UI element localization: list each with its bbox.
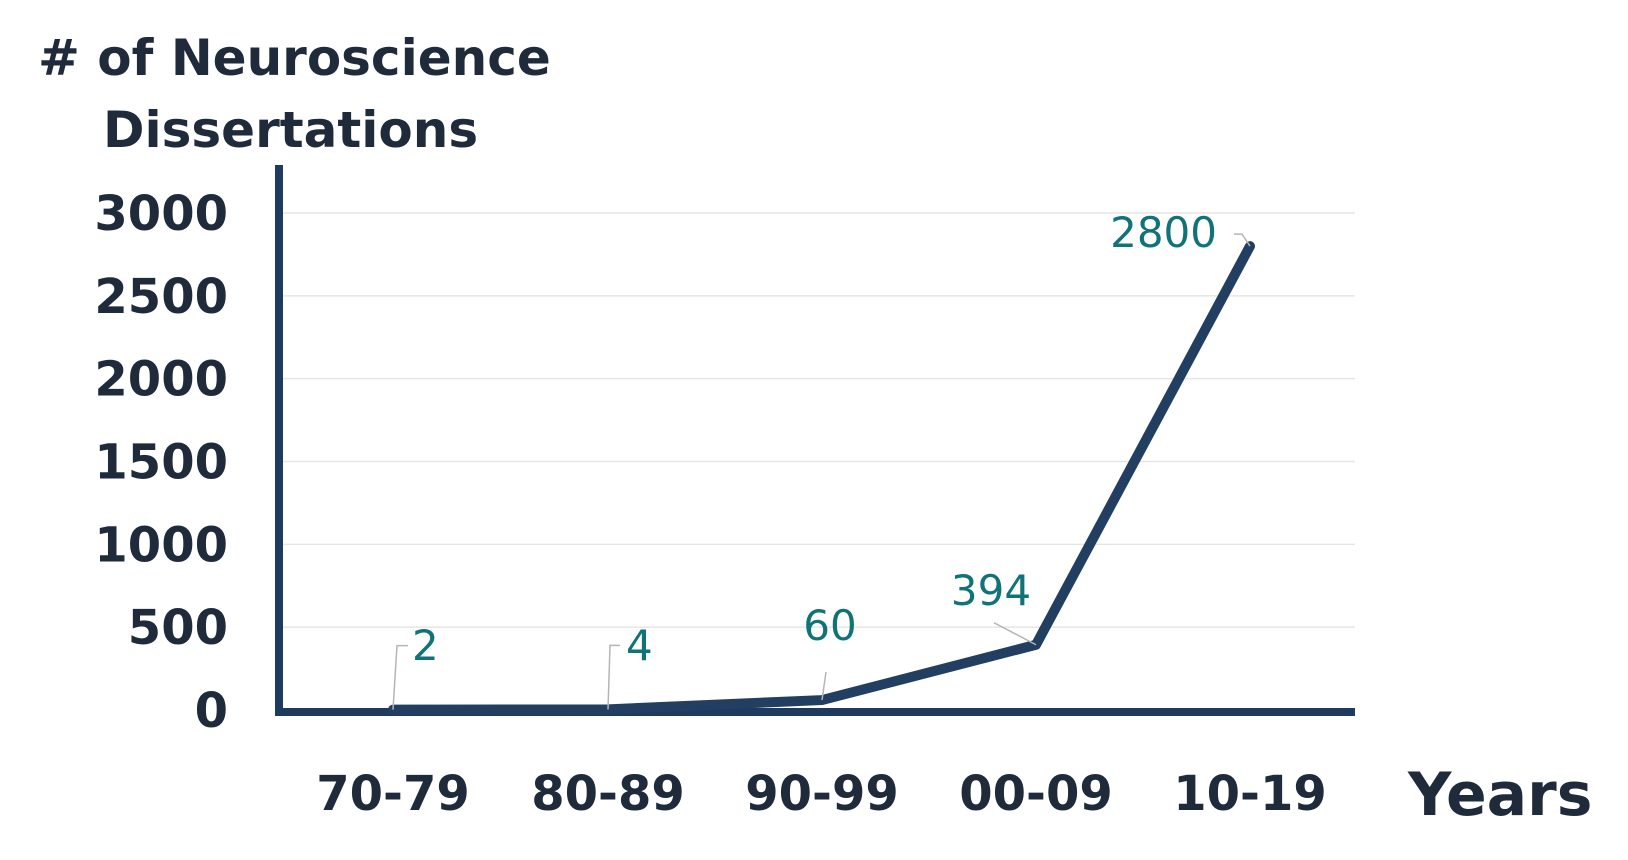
x-tick-label: 70-79 — [316, 766, 470, 822]
data-label: 4 — [626, 621, 653, 670]
data-label-leader — [993, 622, 1037, 646]
y-tick-label: 1000 — [94, 517, 228, 573]
y-axis-title-line-2: Dissertations — [103, 101, 478, 159]
x-tick-label: 80-89 — [531, 766, 685, 822]
y-axis-title: # of Neuroscience Dissertations — [38, 29, 551, 159]
data-label-leader — [821, 671, 827, 701]
y-axis-title-line-1: # of Neuroscience — [38, 29, 551, 87]
x-tick-label: 90-99 — [745, 766, 899, 822]
y-tick-label: 3000 — [94, 186, 228, 242]
data-label: 394 — [951, 566, 1031, 615]
data-label-leader — [607, 644, 620, 710]
data-label-leader — [392, 644, 408, 710]
y-tick-label: 1500 — [94, 435, 228, 491]
x-tick-label: 00-09 — [959, 766, 1113, 822]
data-label-leader — [1234, 233, 1251, 247]
y-tick-label: 0 — [195, 683, 228, 739]
x-axis-title: Years — [1407, 760, 1592, 830]
x-tick-label: 10-19 — [1173, 766, 1327, 822]
data-label: 2800 — [1110, 208, 1217, 257]
y-tick-label: 500 — [128, 600, 228, 656]
gridlines — [279, 212, 1355, 628]
x-axis-ticks: 70-79 80-89 90-99 00-09 10-19 — [316, 766, 1327, 822]
data-label: 2 — [412, 621, 439, 670]
y-tick-label: 2000 — [94, 352, 228, 408]
y-axis-ticks: 0 500 1000 1500 2000 2500 3000 — [94, 186, 228, 739]
data-labels: 2 4 60 394 2800 — [392, 208, 1251, 710]
data-label: 60 — [803, 601, 856, 650]
y-tick-label: 2500 — [94, 269, 228, 325]
